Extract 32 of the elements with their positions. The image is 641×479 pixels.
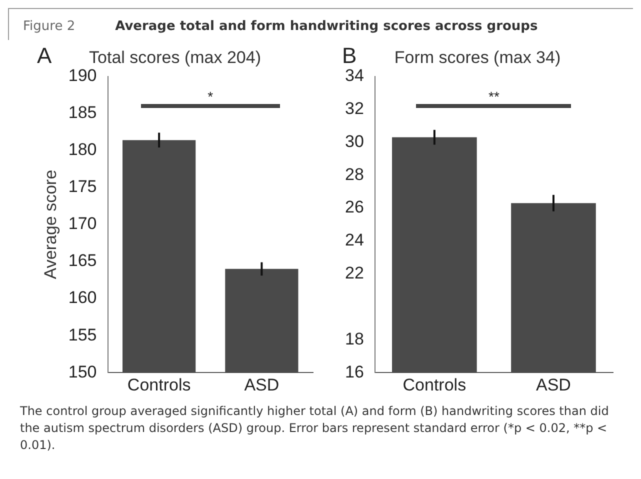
x-tick-label: ASD (244, 375, 280, 394)
annotation: * (208, 88, 214, 104)
text: The control group averaged significantly higher total (A) and form (B) handwriting scores than did the autism spectrum disorders (ASD) group. Error bars represent standard error (*p < 0.02, **p < 0.01). (20, 403, 610, 454)
caption: Figure 2 (23, 19, 76, 34)
y-tick-label: 26 (344, 198, 364, 217)
y-axis-title: Average score (40, 170, 60, 280)
y-tick-label: 34 (344, 66, 364, 86)
y-tick-label: 18 (344, 329, 364, 348)
y-tick-label: 190 (68, 66, 97, 86)
x-tick-label: Controls (402, 375, 466, 394)
y-tick-label: 28 (344, 164, 364, 184)
x-tick-label: ASD (536, 375, 571, 394)
chart-title: Total scores (max 204) (89, 48, 261, 67)
chart-title: Form scores (max 34) (394, 48, 561, 67)
y-tick-label: 180 (68, 140, 97, 160)
annotation: ** (488, 88, 500, 104)
y-tick-label: 22 (344, 264, 364, 283)
y-tick-label: 150 (68, 362, 97, 382)
y-tick-label: 170 (68, 214, 97, 234)
y-tick-label: 30 (344, 132, 364, 151)
text: Average total and form handwriting scores across groups (115, 19, 538, 34)
x-tick-label: Controls (127, 375, 191, 394)
y-tick-label: 24 (344, 230, 364, 250)
y-tick-label: 32 (344, 99, 364, 118)
y-tick-label: 185 (68, 103, 97, 122)
y-tick-label: 16 (344, 362, 364, 382)
text: A (37, 43, 52, 68)
y-tick-label: 165 (68, 251, 97, 270)
text: B (342, 43, 357, 68)
y-tick-label: 155 (68, 325, 97, 344)
y-tick-label: 175 (68, 177, 97, 196)
y-tick-label: 160 (68, 288, 97, 308)
